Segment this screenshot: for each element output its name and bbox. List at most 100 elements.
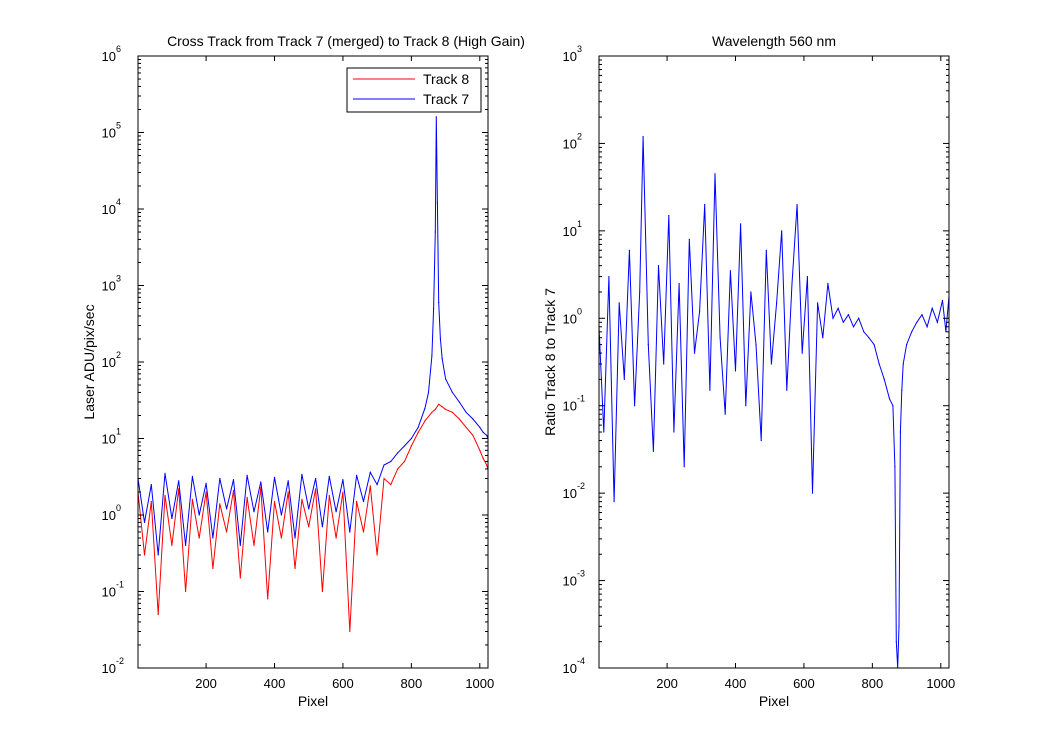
data-point-ratio: [847, 314, 850, 316]
data-point-ratio: [618, 302, 620, 304]
data-point-ratio: [842, 321, 844, 323]
x-tick-label: 800: [862, 676, 884, 691]
series-line-track-8: [137, 403, 489, 632]
data-point-track-8: [445, 408, 447, 410]
y-tick-exponent: 3: [116, 274, 121, 284]
data-point-ratio: [832, 317, 834, 319]
data-point-track-7: [335, 511, 337, 513]
data-point-ratio: [863, 331, 865, 333]
chart-right-axes-box: [598, 55, 950, 669]
data-point-track-7: [424, 407, 426, 409]
data-point-track-7: [439, 338, 441, 340]
data-point-track-8: [328, 494, 330, 497]
data-point-ratio: [683, 466, 685, 468]
data-point-ratio: [678, 282, 680, 285]
data-point-ratio: [899, 431, 902, 433]
data-point-ratio: [750, 291, 752, 293]
chart-right-y-axis-label: Ratio Track 8 to Track 7: [542, 288, 558, 436]
data-point-ratio: [709, 389, 711, 391]
data-point-ratio: [898, 625, 900, 627]
data-point-ratio: [657, 265, 660, 267]
data-point-track-8: [424, 420, 426, 422]
data-point-track-8: [479, 449, 481, 451]
data-point-track-7: [246, 474, 248, 476]
data-point-ratio: [714, 173, 716, 175]
data-point-track-8: [157, 613, 159, 616]
y-tick-base: 10: [563, 574, 577, 589]
data-point-track-7: [479, 426, 481, 428]
y-tick-label: 10: [102, 202, 116, 217]
data-point-track-8: [267, 598, 269, 600]
data-point-track-8: [315, 488, 317, 490]
data-point-track-7: [445, 378, 447, 380]
data-point-track-8: [472, 434, 474, 436]
data-point-track-7: [239, 544, 241, 547]
y-tick-exponent: -4: [577, 656, 585, 666]
data-point-track-7: [362, 500, 365, 503]
chart-left-title: Cross Track from Track 7 (merged) to Tra…: [167, 33, 525, 49]
data-point-ratio: [858, 317, 860, 319]
data-point-ratio: [781, 230, 783, 232]
data-point-track-8: [219, 503, 221, 505]
data-point-ratio: [916, 321, 918, 323]
data-point-track-7: [472, 418, 474, 420]
legend-label-track-8: Track 8: [423, 71, 469, 87]
chart-right-series-layer: [598, 135, 950, 669]
data-point-track-7: [191, 475, 193, 477]
y-tick-base: 10: [102, 508, 116, 523]
y-tick-label: 10: [563, 399, 577, 414]
data-point-track-8: [390, 484, 392, 486]
data-point-ratio: [852, 326, 855, 328]
x-tick-label: 800: [401, 676, 423, 691]
data-point-ratio: [883, 378, 885, 380]
data-point-ratio: [639, 291, 641, 293]
data-point-track-8: [191, 498, 193, 500]
data-point-track-8: [178, 488, 180, 490]
data-point-track-7: [219, 477, 221, 480]
y-tick-exponent: 0: [577, 306, 582, 316]
data-point-track-8: [321, 590, 323, 593]
x-tick-label: 400: [725, 676, 747, 691]
data-point-track-7: [436, 202, 438, 204]
y-tick-base: 10: [102, 126, 116, 141]
data-point-ratio: [901, 389, 903, 391]
data-point-track-8: [205, 491, 207, 493]
x-tick-label: 400: [264, 676, 286, 691]
data-point-track-7: [260, 481, 262, 483]
data-point-ratio: [734, 370, 737, 372]
data-point-track-7: [427, 391, 430, 393]
y-tick-base: 10: [563, 311, 577, 326]
data-point-track-8: [185, 590, 187, 593]
data-point-ratio: [642, 135, 644, 138]
data-point-track-8: [410, 445, 412, 447]
y-tick-label: 10: [563, 224, 577, 239]
data-point-track-8: [143, 554, 146, 556]
data-point-track-7: [205, 482, 207, 484]
data-point-track-8: [342, 491, 344, 493]
data-point-ratio: [740, 223, 742, 225]
data-point-ratio: [724, 413, 726, 415]
data-point-track-7: [376, 484, 378, 486]
data-point-track-7: [433, 307, 435, 310]
data-point-track-7: [486, 434, 488, 436]
y-tick-exponent: -2: [116, 656, 124, 666]
y-tick-exponent: 2: [577, 131, 582, 141]
y-tick-base: 10: [563, 136, 577, 151]
data-point-track-8: [171, 544, 173, 547]
y-tick-exponent: 5: [116, 121, 121, 131]
x-tick-label: 600: [332, 676, 354, 691]
data-point-track-8: [349, 630, 351, 633]
y-tick-exponent: 3: [577, 44, 582, 54]
data-point-track-8: [441, 406, 443, 408]
data-point-ratio: [688, 238, 690, 240]
data-point-track-8: [403, 460, 406, 463]
y-tick-label: 10: [102, 508, 116, 523]
y-tick-label: 10: [563, 311, 577, 326]
data-point-track-8: [465, 426, 467, 428]
data-point-ratio: [791, 282, 793, 285]
data-point-track-7: [315, 477, 317, 480]
y-tick-label: 10: [102, 432, 116, 447]
data-point-track-7: [482, 431, 484, 433]
data-point-ratio: [608, 276, 610, 278]
